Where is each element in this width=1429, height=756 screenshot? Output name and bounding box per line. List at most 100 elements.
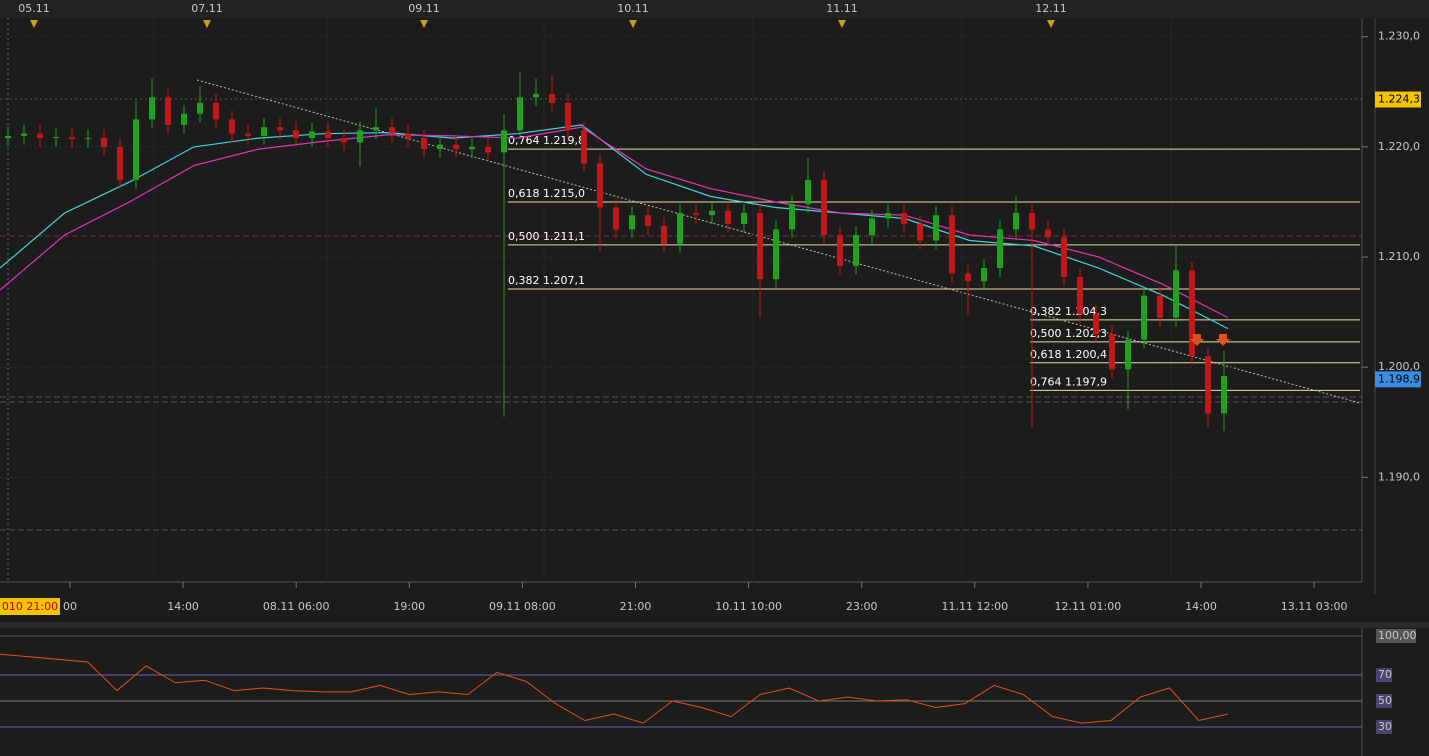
date-marker [30,20,38,28]
price-badge [1375,371,1421,388]
candle-body [1045,229,1051,238]
price-badge [1375,91,1421,108]
y-tick-label: 1.220,0 [1378,140,1420,153]
signal-arrow [1216,334,1230,346]
candle-body [309,131,315,139]
date-label: 07.11 [191,2,223,15]
candle-body [261,127,267,136]
candle-body [277,127,283,131]
tick-badge [1376,629,1416,644]
date-marker [1047,20,1055,28]
date-marker [629,20,637,28]
candle-body [213,102,219,120]
x-tick-label: 11.11 12:00 [941,600,1008,613]
candle-body [1061,237,1067,277]
candle-body [997,229,1003,269]
rsi-line [0,653,1229,724]
candle-body [709,210,715,216]
y-tick-label: 1.210,0 [1378,250,1420,263]
candle-body [549,94,555,103]
candle-body [69,136,75,140]
candle-body [837,235,843,266]
candle-body [133,119,139,180]
date-marker [420,20,428,28]
candle-body [949,215,955,274]
candle-body [821,179,827,236]
y-tick-label: 1.190,0 [1378,470,1420,483]
fib-label: 0,500 1.202,3 [1030,327,1107,340]
fib-label: 0,764 1.197,9 [1030,375,1107,388]
candle-body [1093,314,1099,335]
x-tick-label: 13.11 03:00 [1281,600,1348,613]
x-tick-label: 21:00 [620,600,652,613]
x-tick-label: 19:00 [393,600,425,613]
x-tick-label: 14:00 [167,600,199,613]
moving-average [0,124,1229,330]
candle-body [229,119,235,134]
candle-body [5,135,11,139]
candle-body [21,133,27,136]
candle-body [357,130,363,143]
moving-average [0,126,1229,319]
candle-body [101,138,107,147]
tick-badge [1376,668,1392,683]
candle-body [1077,276,1083,315]
candle-body [1029,212,1035,230]
y-tick-label: 30 [1378,720,1392,733]
fib-label: 0,382 1.204,3 [1030,305,1107,318]
date-label: 05.11 [18,2,50,15]
candle-body [565,102,571,131]
x-tick-label: 010 21:00 [2,600,58,613]
x-tick-label: 23:00 [846,600,878,613]
candle-body [741,212,747,224]
plot-layer: 1.230,0 1.220,0 1.210,0 1.200,0 1.190,0 05.11… [0,2,1421,735]
candle-body [1173,270,1179,318]
candle-body [1205,356,1211,414]
candle-body [885,212,891,219]
fib-label: 0,618 1.200,4 [1030,348,1107,361]
fib-label: 0,618 1.215,0 [508,187,585,200]
date-strip [0,0,1429,18]
y-tick-label: 50 [1378,694,1392,707]
candle-body [501,130,507,153]
candle-body [981,268,987,282]
candle-body [181,113,187,125]
date-label: 09.11 [408,2,440,15]
candle-body [373,127,379,131]
candle-body [389,127,395,134]
date-label: 11.11 [826,2,858,15]
y-tick-label: 1.200,0 [1378,360,1420,373]
candle-body [661,226,667,244]
candle-body [485,146,491,153]
candle-body [581,130,587,164]
candle-body [149,97,155,120]
candle-body [1109,334,1115,370]
candle-body [1157,295,1163,318]
x-tick-label: 09.11 08:00 [489,600,556,613]
candle-body [325,131,331,139]
candle-body [405,133,411,139]
y-tick-label: 1.230,0 [1378,30,1420,43]
date-marker [838,20,846,28]
x-tick-label: 10.11 10:00 [715,600,782,613]
candle-body [677,212,683,244]
date-label: 10.11 [617,2,649,15]
fib-label: 0,500 1.211,1 [508,230,585,243]
y-tick-label: 100,00 [1378,629,1417,642]
candle-body [933,215,939,241]
tick-badge [1376,694,1392,709]
y-tick-label: 70 [1378,668,1392,681]
x-tick-label: 12.11 01:00 [1055,600,1122,613]
candle-body [725,210,731,224]
candle-body [533,94,539,98]
x-tick-label: 14:00 [1185,600,1217,613]
candle-body [1125,339,1131,370]
candle-body [853,235,859,266]
candle-body [1189,270,1195,357]
candle-body [437,144,443,150]
candle-body [917,223,923,241]
candle-body [789,204,795,230]
candle-body [421,138,427,150]
candle-body [1221,376,1227,414]
